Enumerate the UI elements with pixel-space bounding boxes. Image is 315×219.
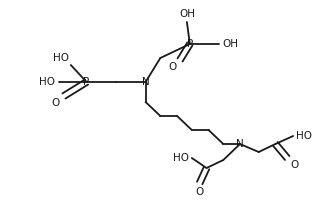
Text: HO: HO <box>53 53 69 63</box>
Text: O: O <box>196 187 204 197</box>
Text: HO: HO <box>39 77 55 87</box>
Text: OH: OH <box>179 9 195 19</box>
Text: HO: HO <box>296 131 312 141</box>
Text: O: O <box>290 160 298 170</box>
Text: P: P <box>187 39 193 49</box>
Text: P: P <box>83 77 90 87</box>
Text: O: O <box>169 62 177 72</box>
Text: N: N <box>236 139 244 149</box>
Text: OH: OH <box>222 39 238 49</box>
Text: N: N <box>142 77 149 87</box>
Text: HO: HO <box>173 153 189 163</box>
Text: O: O <box>52 98 60 108</box>
